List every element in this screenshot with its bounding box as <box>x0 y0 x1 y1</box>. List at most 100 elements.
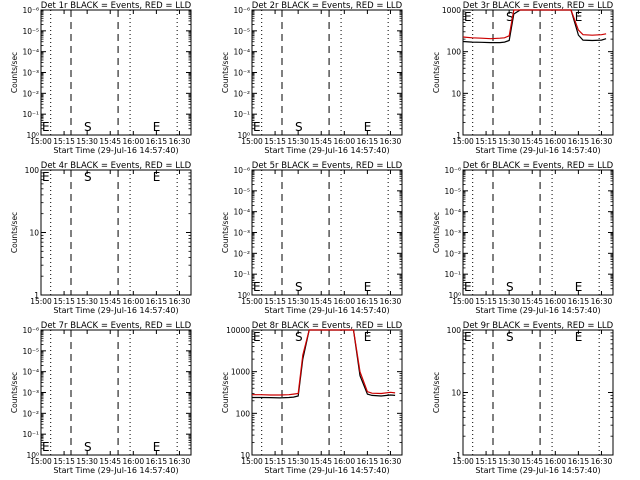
y-tick-label: 10⁻⁶ <box>233 166 250 175</box>
y-tick-label: 10⁻¹ <box>233 110 250 119</box>
x-axis-label: Start Time (29-Jul-16 14:57:40) <box>53 306 178 315</box>
x-tick-label: 15:15 <box>53 137 75 146</box>
marker-s: S <box>506 10 514 24</box>
x-tick-label: 16:15 <box>146 297 168 306</box>
x-tick-label: 16:15 <box>568 297 590 306</box>
y-tick-label: 10⁻⁵ <box>22 27 39 36</box>
x-tick-label: 16:15 <box>568 137 590 146</box>
x-tick-label: 15:30 <box>76 457 98 466</box>
y-axis-label: Counts/sec <box>432 212 441 253</box>
x-tick-label: 15:00 <box>452 297 474 306</box>
y-tick-label: 10⁰ <box>448 291 461 300</box>
y-tick-label: 100 <box>25 166 40 175</box>
marker-e: E <box>464 280 472 294</box>
x-tick-label: 15:00 <box>30 137 52 146</box>
marker-e: E <box>153 120 161 134</box>
x-tick-label: 16:00 <box>122 457 144 466</box>
y-tick-label: 10⁻⁶ <box>233 6 250 15</box>
y-tick-label: 10⁻⁴ <box>444 208 461 217</box>
y-tick-label: 10⁻¹ <box>22 110 39 119</box>
chart-panel-2: Det 2r BLACK = Events, RED = LLD 15:00 15:… <box>221 1 403 155</box>
x-tick-label: 16:15 <box>146 137 168 146</box>
marker-s: S <box>84 440 92 454</box>
x-tick-label: 16:30 <box>591 297 613 306</box>
x-tick-label: 16:00 <box>122 137 144 146</box>
y-tick-label: 10 <box>451 389 461 398</box>
x-tick-label: 15:00 <box>30 297 52 306</box>
x-tick-label: 15:00 <box>241 457 263 466</box>
y-tick-label: 10⁻³ <box>233 229 250 238</box>
x-tick-label: 16:30 <box>380 297 402 306</box>
y-axis-label: Counts/sec <box>221 212 230 253</box>
plot-frame <box>462 329 614 456</box>
marker-e: E <box>575 330 583 344</box>
marker-s: S <box>295 280 303 294</box>
chart-title: Det 2r BLACK = Events, RED = LLD <box>252 1 403 11</box>
y-tick-label: 10⁻² <box>22 409 39 418</box>
y-tick-label: 10⁻³ <box>233 69 250 78</box>
y-tick-label: 10⁻⁶ <box>22 6 39 15</box>
marker-e: E <box>575 10 583 24</box>
y-axis-label: Counts/sec <box>10 372 19 413</box>
marker-e: E <box>253 330 261 344</box>
x-tick-label: 15:45 <box>521 297 543 306</box>
x-tick-label: 16:00 <box>333 137 355 146</box>
marker-e: E <box>153 440 161 454</box>
x-tick-label: 15:45 <box>99 457 121 466</box>
x-tick-label: 15:30 <box>498 457 520 466</box>
y-axis-label: Counts/sec <box>10 212 19 253</box>
x-tick-label: 15:30 <box>498 137 520 146</box>
chart-title: Det 3r BLACK = Events, RED = LLD <box>463 1 614 11</box>
y-tick-label: 10 <box>451 89 461 98</box>
y-tick-label: 10⁻⁵ <box>22 347 39 356</box>
y-tick-label: 1000 <box>231 368 250 377</box>
marker-e: E <box>364 120 372 134</box>
x-tick-label: 15:15 <box>264 297 286 306</box>
y-axis-label: Counts/sec <box>10 52 19 93</box>
plot-frame <box>40 329 192 456</box>
y-tick-label: 1 <box>456 451 461 460</box>
x-tick-label: 16:15 <box>357 137 379 146</box>
x-tick-label: 15:30 <box>287 137 309 146</box>
y-tick-label: 10⁻² <box>444 249 461 258</box>
y-tick-label: 10⁻³ <box>22 389 39 398</box>
x-tick-label: 15:30 <box>498 297 520 306</box>
x-tick-label: 15:45 <box>310 137 332 146</box>
x-tick-label: 16:30 <box>591 457 613 466</box>
chart-title: Det 1r BLACK = Events, RED = LLD <box>41 1 192 11</box>
y-tick-label: 10⁻² <box>233 89 250 98</box>
x-tick-label: 15:00 <box>241 137 263 146</box>
x-axis-label: Start Time (29-Jul-16 14:57:40) <box>475 466 600 475</box>
x-tick-label: 15:45 <box>99 297 121 306</box>
y-tick-label: 10⁻¹ <box>444 270 461 279</box>
x-tick-label: 15:00 <box>452 457 474 466</box>
y-tick-label: 10⁻² <box>22 89 39 98</box>
marker-e: E <box>42 170 50 184</box>
marker-e: E <box>42 120 50 134</box>
x-tick-label: 15:00 <box>241 297 263 306</box>
y-tick-label: 10⁻⁵ <box>444 187 461 196</box>
x-tick-label: 15:00 <box>452 137 474 146</box>
x-tick-label: 16:00 <box>122 297 144 306</box>
y-tick-label: 10⁻⁴ <box>22 48 39 57</box>
y-tick-label: 100 <box>236 409 251 418</box>
y-tick-label: 10⁻⁶ <box>22 326 39 335</box>
y-tick-label: 100 <box>447 326 462 335</box>
y-tick-label: 10⁻⁴ <box>233 48 250 57</box>
y-tick-label: 10⁻⁵ <box>233 187 250 196</box>
chart-title: Det 6r BLACK = Events, RED = LLD <box>463 161 614 171</box>
x-tick-label: 16:30 <box>169 457 191 466</box>
x-tick-label: 15:15 <box>53 457 75 466</box>
x-tick-label: 16:00 <box>333 297 355 306</box>
x-tick-label: 15:45 <box>99 137 121 146</box>
y-tick-label: 10 <box>240 451 250 460</box>
marker-e: E <box>253 120 261 134</box>
y-tick-label: 10⁻⁵ <box>233 27 250 36</box>
x-tick-label: 16:15 <box>357 457 379 466</box>
x-tick-label: 16:30 <box>169 137 191 146</box>
